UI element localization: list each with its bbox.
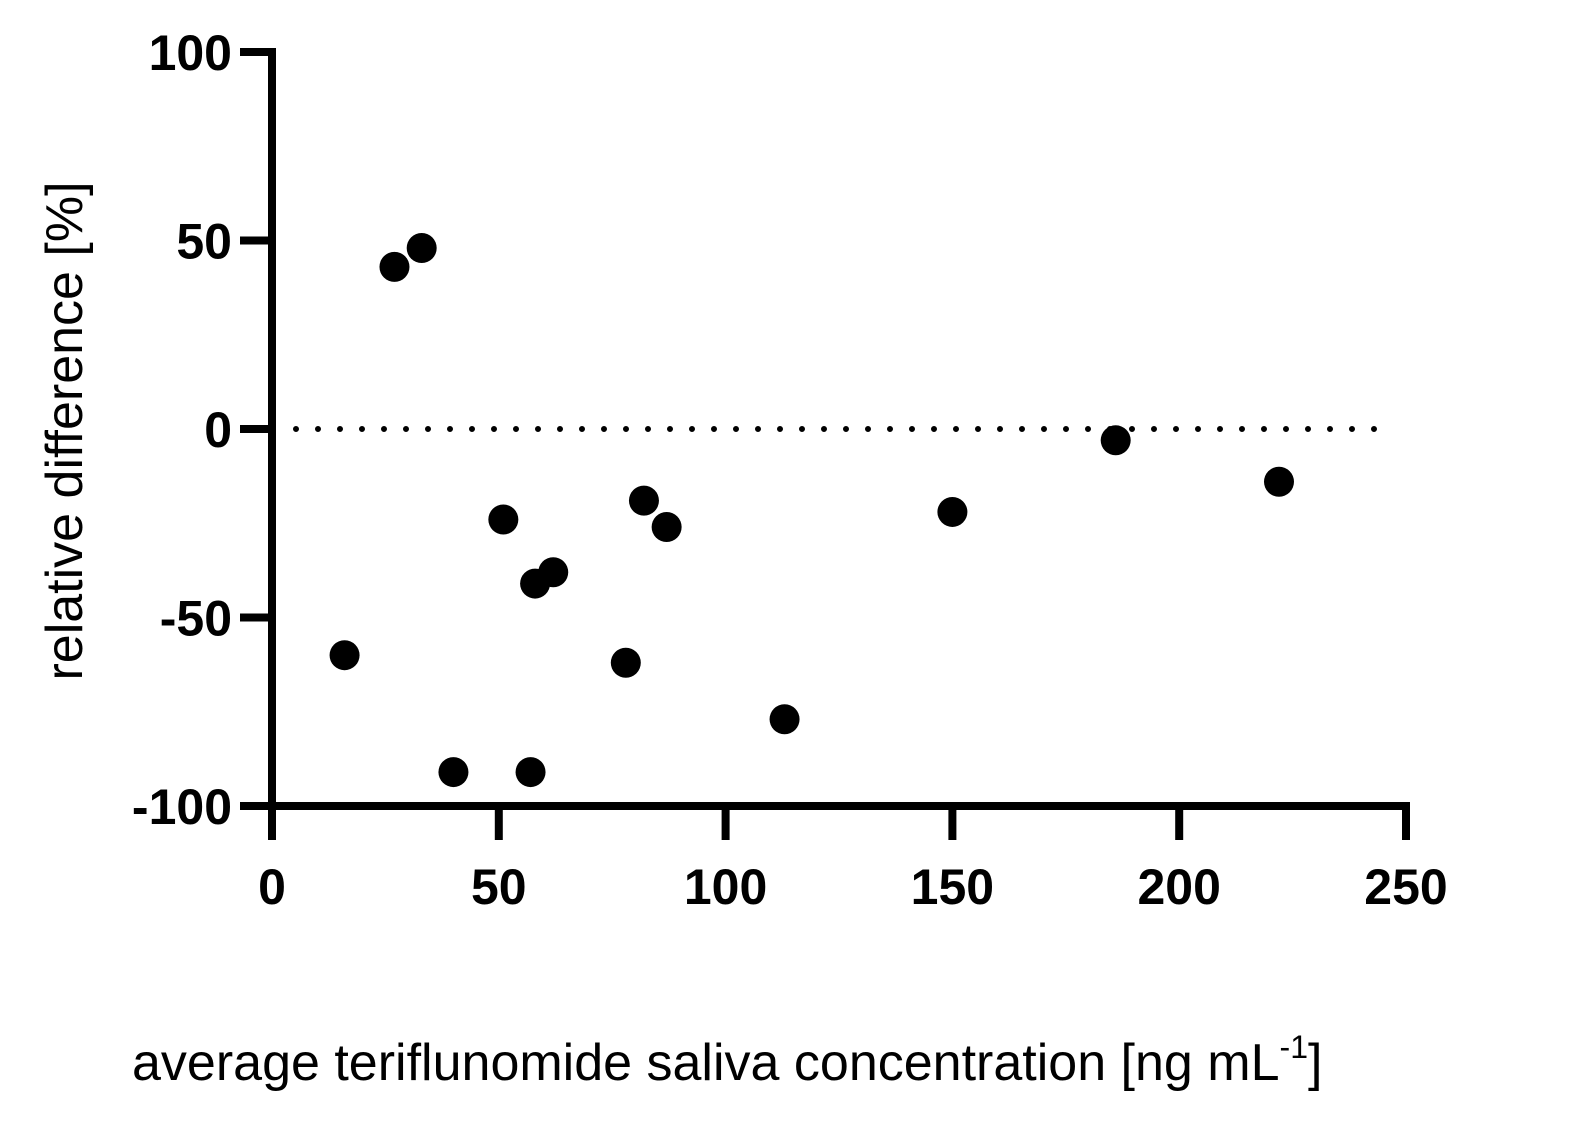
data-points — [329, 233, 1294, 788]
x-tick-label: 150 — [911, 859, 994, 915]
x-axis-title-main: average teriflunomide saliva concentrati… — [132, 1034, 1280, 1092]
y-tick-label: 100 — [149, 25, 232, 81]
y-tick-label: 0 — [204, 402, 232, 458]
x-tick-label: 0 — [258, 859, 286, 915]
data-point — [1100, 425, 1131, 456]
data-point — [769, 704, 800, 735]
data-point — [515, 757, 546, 788]
x-axis-title-superscript: -1 — [1280, 1029, 1308, 1065]
x-tick-label: 250 — [1364, 859, 1447, 915]
data-point — [488, 504, 519, 535]
y-tick-label: -50 — [160, 591, 232, 647]
x-tick-label: 50 — [471, 859, 527, 915]
y-axis-ticks: 100 50 0 -50 -100 — [132, 25, 272, 835]
data-point — [651, 512, 682, 543]
y-tick-label: -100 — [132, 779, 232, 835]
data-point — [379, 251, 410, 282]
y-tick-label: 50 — [176, 214, 232, 270]
x-axis-title: average teriflunomide saliva concentrati… — [132, 1029, 1322, 1092]
data-point — [937, 496, 968, 527]
data-point — [406, 233, 437, 264]
data-point — [329, 640, 360, 671]
x-tick-label: 100 — [684, 859, 767, 915]
data-point — [538, 557, 569, 588]
y-axis-title: relative difference [%] — [36, 181, 94, 680]
data-point — [438, 757, 469, 788]
data-point — [628, 485, 659, 516]
x-tick-label: 200 — [1137, 859, 1220, 915]
data-point — [1263, 466, 1294, 497]
data-point — [610, 647, 641, 678]
x-axis-title-suffix: ] — [1308, 1034, 1322, 1092]
x-axis-ticks: 0 50 100 150 200 250 — [258, 806, 1448, 915]
